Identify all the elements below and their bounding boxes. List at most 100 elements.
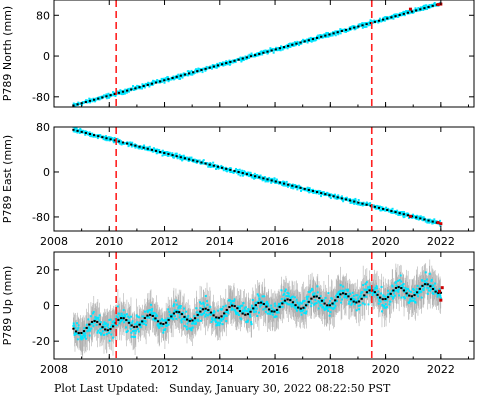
data-point — [361, 26, 364, 29]
x-tick-label: 2022 — [427, 235, 455, 248]
data-point — [179, 158, 182, 161]
data-point — [433, 218, 436, 221]
data-point — [111, 336, 114, 339]
data-point — [388, 17, 391, 20]
data-point — [120, 319, 123, 322]
data-point — [284, 184, 287, 187]
data-point — [286, 291, 289, 294]
data-point — [345, 296, 348, 299]
model-point — [117, 318, 120, 321]
data-point — [402, 214, 405, 217]
data-point — [214, 318, 217, 321]
data-point — [228, 59, 231, 62]
model-point — [402, 213, 405, 216]
data-point — [100, 332, 103, 335]
data-point — [76, 338, 79, 341]
data-point — [272, 51, 275, 54]
data-point — [224, 311, 227, 314]
model-point — [208, 163, 211, 166]
data-point — [248, 56, 251, 59]
data-point — [335, 32, 338, 35]
data-point — [310, 40, 313, 43]
data-point — [283, 297, 286, 300]
data-point — [139, 147, 142, 150]
data-point — [136, 321, 139, 324]
model-point — [72, 327, 75, 330]
data-point — [359, 304, 362, 307]
data-point — [407, 9, 410, 12]
data-point — [243, 307, 246, 310]
model-point — [429, 285, 432, 288]
model-point — [384, 298, 387, 301]
model-point — [193, 317, 197, 320]
model-point — [113, 93, 116, 96]
data-point — [270, 181, 273, 184]
model-point — [217, 316, 220, 319]
model-point — [141, 320, 144, 323]
data-point — [209, 162, 212, 165]
data-point — [439, 297, 442, 300]
data-point — [306, 38, 309, 41]
model-point — [382, 207, 385, 210]
model-point — [170, 315, 173, 318]
data-point — [234, 61, 237, 64]
data-point — [171, 152, 174, 155]
data-point — [266, 302, 269, 305]
plot-area — [72, 127, 443, 227]
data-point — [268, 309, 271, 312]
data-point — [226, 63, 229, 66]
data-point — [118, 90, 121, 93]
model-point — [175, 155, 178, 158]
data-point — [108, 318, 111, 321]
model-point — [90, 320, 94, 323]
data-point — [401, 284, 404, 287]
data-point — [345, 295, 348, 298]
data-point — [324, 33, 327, 36]
data-point — [285, 46, 288, 49]
data-point — [171, 313, 174, 316]
model-point — [376, 293, 379, 296]
data-point — [245, 171, 248, 174]
data-point — [97, 329, 100, 332]
data-point — [317, 307, 320, 310]
data-point — [439, 219, 442, 222]
data-point — [356, 200, 359, 203]
data-point — [318, 192, 321, 195]
data-point — [397, 288, 400, 291]
data-point — [327, 292, 330, 295]
data-point — [189, 317, 192, 320]
model-point — [192, 71, 195, 74]
data-point — [345, 30, 348, 33]
model-point — [134, 87, 137, 90]
data-point — [270, 304, 273, 307]
data-point — [298, 303, 301, 306]
data-point — [105, 97, 108, 100]
data-point — [356, 26, 359, 29]
model-point — [349, 298, 353, 301]
data-point — [397, 15, 400, 18]
data-point — [109, 329, 112, 332]
data-point — [350, 200, 353, 203]
data-point — [300, 302, 303, 305]
y-tick-label: 20 — [36, 264, 50, 277]
model-point — [74, 330, 78, 333]
data-point — [296, 301, 299, 304]
data-point — [78, 333, 81, 336]
data-point — [392, 292, 395, 295]
data-point — [178, 305, 181, 308]
data-point — [408, 12, 411, 15]
model-point — [163, 79, 166, 82]
data-point — [152, 80, 155, 83]
data-point — [300, 309, 303, 312]
data-point — [257, 294, 260, 297]
model-point — [439, 291, 443, 294]
data-point — [117, 90, 120, 93]
data-point — [350, 296, 353, 299]
data-point — [349, 293, 352, 296]
model-point — [344, 293, 347, 296]
data-point — [306, 41, 309, 44]
data-point — [161, 149, 164, 152]
data-point — [161, 324, 164, 327]
data-point — [172, 303, 175, 306]
data-point — [172, 304, 175, 307]
